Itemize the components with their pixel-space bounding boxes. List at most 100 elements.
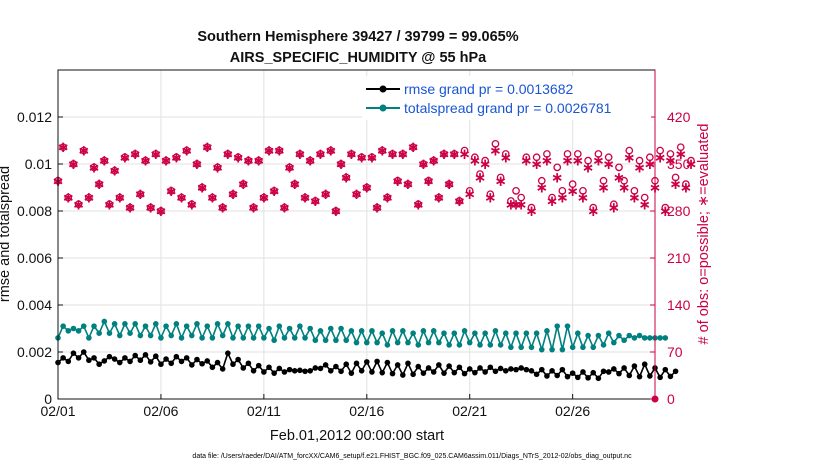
totalspread-point [657, 335, 663, 341]
obs-possible-point [568, 180, 577, 188]
rmse-point [80, 349, 87, 355]
obs-evaluated-point: ∗ [175, 190, 188, 207]
rmse-point [497, 365, 504, 372]
obs-possible-point [177, 193, 186, 202]
obs-possible-point [275, 146, 284, 155]
obs-possible-point [445, 180, 453, 188]
totalspread-point [410, 330, 416, 337]
obs-possible-point [682, 180, 690, 188]
totalspread-point [482, 330, 488, 337]
obs-evaluated-point: ∗ [319, 186, 332, 203]
obs-evaluated-point: ∗ [674, 146, 687, 163]
obs-possible-point [167, 187, 176, 195]
obs-possible-point [429, 156, 438, 165]
rmse-point [312, 365, 319, 371]
obs-evaluated-point: ∗ [252, 153, 265, 170]
totalspread-point [456, 342, 463, 348]
rmse-point [482, 369, 488, 375]
totalspread-point [662, 335, 669, 341]
obs-evaluated-point: ∗ [103, 196, 116, 213]
obs-possible-point [666, 150, 675, 158]
obs-evaluated-point: ∗ [227, 186, 240, 203]
totalspread-point [508, 344, 514, 351]
totalspread-point [451, 330, 458, 337]
obs-evaluated-point: ∗ [186, 196, 199, 213]
left-y-axis: 0 0.002 0.004 0.006 0.008 0.01 0.012 [17, 109, 63, 407]
rmse-point [384, 359, 391, 366]
obs-evaluated-point: ∗ [232, 149, 245, 166]
totalspread-point [590, 344, 597, 351]
obs-possible-point [630, 187, 639, 195]
totalspread-point [60, 323, 66, 329]
totalspread-point [116, 332, 123, 339]
obs-evaluated-point: ∗ [391, 173, 404, 190]
totalspread-point [235, 323, 241, 329]
totalspread-point [343, 337, 350, 344]
obs-evaluated-point: ∗ [361, 180, 374, 197]
obs-possible-point [95, 180, 104, 188]
obs-evaluated-point: ∗ [469, 153, 482, 170]
rmse-point [508, 366, 514, 372]
obs-evaluated-point: ∗ [211, 159, 224, 176]
totalspread-point [266, 325, 272, 332]
rmse-point [204, 358, 211, 364]
obs-evaluated-point: ∗ [247, 200, 260, 217]
obs-possible-point [301, 193, 309, 202]
totalspread-point [127, 330, 133, 337]
rmse-point [261, 369, 267, 375]
obs-possible-point [527, 203, 536, 212]
x-tick-label: 02/26 [555, 403, 590, 419]
obs-evaluated-point: ∗ [170, 149, 183, 166]
obs-evaluated-point: ∗ [381, 190, 394, 207]
obs-possible-point [465, 187, 474, 195]
obs-possible-point [398, 150, 407, 158]
rmse-point [271, 370, 277, 376]
rmse-point [297, 367, 303, 374]
obs-possible-point [625, 146, 634, 155]
obs-evaluated-point: ∗ [93, 176, 106, 193]
obs-evaluated-point: ∗ [139, 153, 152, 170]
totalspread-point [163, 323, 169, 329]
rmse-point [116, 359, 123, 366]
data-file-footer: data file: /Users/raeder/DAI/ATM_forcXX/… [192, 453, 632, 460]
rmse-point [394, 362, 401, 368]
rmse-point [111, 356, 118, 362]
rmse-point [456, 364, 463, 371]
obs-evaluated-point: ∗ [263, 143, 276, 160]
y-right-tick-label: 350 [667, 156, 691, 172]
legend-rmse-marker [379, 85, 387, 93]
totalspread-point [173, 321, 180, 327]
totalspread-point [389, 328, 396, 334]
totalspread-point [261, 335, 267, 341]
y-left-tick-label: 0.01 [25, 156, 52, 172]
y-right-tick-label: 70 [667, 344, 683, 360]
totalspread-point [580, 344, 586, 351]
obs-possible-point [182, 146, 191, 155]
totalspread-point [158, 335, 164, 341]
obs-evaluated-point: ∗ [196, 180, 209, 197]
rmse-point [199, 360, 205, 367]
totalspread-point [86, 335, 92, 341]
totalspread-point [363, 339, 370, 346]
obs-evaluated-point: ∗ [283, 159, 296, 176]
rmse-point [549, 368, 555, 374]
obs-possible-point [491, 140, 500, 148]
obs-possible-point [162, 156, 170, 165]
totalspread-point [611, 339, 617, 346]
totalspread-point [338, 325, 344, 332]
obs-evaluated-point: ∗ [510, 196, 523, 213]
totalspread-point [225, 321, 231, 327]
obs-evaluated-point: ∗ [546, 193, 559, 210]
obs-evaluated-point: ∗ [541, 153, 554, 170]
x-axis: 02/01 02/06 02/11 02/16 02/21 02/26 [40, 394, 590, 419]
obs-possible-point [404, 180, 412, 188]
rmse-point [446, 363, 452, 369]
obs-evaluated-point: ∗ [335, 156, 348, 173]
obs-evaluated-point: ∗ [98, 153, 111, 170]
rmse-point [600, 368, 607, 375]
obs-possible-point [486, 190, 495, 199]
totalspread-point [209, 335, 216, 341]
right-axis-zero-marker [651, 395, 659, 403]
rmse-point [585, 375, 591, 381]
totalspread-point [446, 342, 452, 348]
